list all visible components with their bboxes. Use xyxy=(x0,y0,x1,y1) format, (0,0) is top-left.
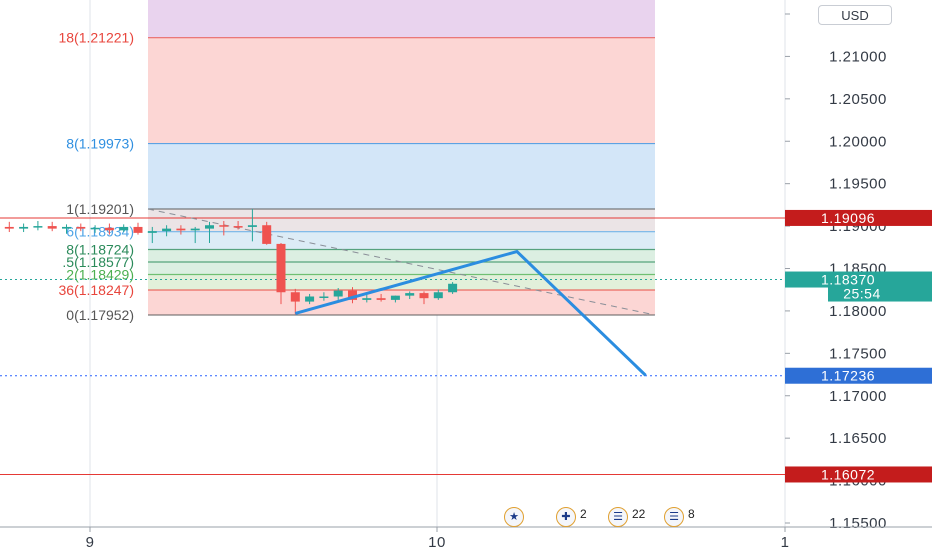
countdown-label: 25:54 xyxy=(843,286,881,302)
price-tick-label: 1.17500 xyxy=(829,345,887,362)
price-tag-label: 1.17236 xyxy=(821,368,875,384)
candle-body xyxy=(147,231,157,233)
price-tick-label: 1.17000 xyxy=(829,388,887,405)
candle-body xyxy=(376,298,386,300)
candle-body xyxy=(176,228,186,231)
economic-events[interactable]: ★ ✚ 2 ☰ 22 ☰ 8 xyxy=(500,505,720,529)
currency-button[interactable]: USD xyxy=(818,5,892,25)
time-tick-label: 9 xyxy=(86,534,95,550)
fib-zone xyxy=(148,231,655,250)
fib-zone xyxy=(148,0,655,38)
event-count: 2 xyxy=(580,507,587,521)
time-tick-label: 1 xyxy=(781,534,790,550)
candle-body xyxy=(448,283,458,293)
candle-body xyxy=(433,292,443,299)
fib-level-label: 0(1.17952) xyxy=(66,307,134,323)
eu-flag-icon[interactable]: ★ xyxy=(504,507,524,527)
candle-body xyxy=(33,226,43,228)
countdown-tag xyxy=(828,285,932,302)
candle-body xyxy=(205,225,214,229)
price-tick-label: 1.15500 xyxy=(829,515,887,532)
candle-body xyxy=(262,225,272,244)
price-tag-label: 1.19096 xyxy=(821,210,875,226)
candles xyxy=(4,209,458,315)
fib-zone xyxy=(148,37,655,144)
candle-body xyxy=(162,228,172,232)
candle-body xyxy=(90,227,100,230)
candle-body xyxy=(276,243,286,293)
fib-zone xyxy=(148,249,655,262)
fib-level-label: 2(1.18429) xyxy=(66,267,134,283)
candle-body xyxy=(319,296,329,298)
fib-zone xyxy=(148,143,655,210)
price-tick-label: 1.16500 xyxy=(829,430,887,447)
event-count: 8 xyxy=(688,507,695,521)
candle-body xyxy=(362,298,372,300)
candle-body xyxy=(233,226,243,228)
candle-body xyxy=(390,295,400,300)
candle-body xyxy=(405,293,415,296)
candle-body xyxy=(219,225,229,227)
candle-body xyxy=(119,226,129,231)
candle-body xyxy=(190,228,200,231)
fib-zones xyxy=(148,0,655,315)
candle-body xyxy=(62,226,71,229)
candle-body xyxy=(305,296,315,302)
price-tag xyxy=(785,209,932,226)
price-tick-label: 1.20500 xyxy=(829,91,887,108)
price-tag xyxy=(785,367,932,384)
dashed-trendline[interactable] xyxy=(147,208,656,316)
gb-flag-icon[interactable]: ✚ xyxy=(556,507,576,527)
price-tag xyxy=(785,271,932,288)
price-tick-label: 1.19500 xyxy=(829,176,887,193)
candle-body xyxy=(247,225,257,227)
fib-level-label: 36(1.18247) xyxy=(58,282,134,298)
candle-body xyxy=(333,290,343,297)
candle-body xyxy=(4,226,14,229)
candle-body xyxy=(419,293,429,299)
price-axis[interactable]: 1.215001.210001.205001.200001.195001.190… xyxy=(785,6,887,532)
price-tick-label: 1.18000 xyxy=(829,303,887,320)
time-axis[interactable]: 9 10 1 xyxy=(0,526,932,550)
us-flag-icon[interactable]: ☰ xyxy=(664,507,684,527)
us-flag-icon[interactable]: ☰ xyxy=(608,507,628,527)
price-tag xyxy=(785,466,932,483)
fib-level-label: 8(1.18724) xyxy=(66,241,134,257)
candle-body xyxy=(19,226,29,229)
event-count: 22 xyxy=(632,507,646,521)
candle-body xyxy=(104,227,114,231)
candle-body xyxy=(47,226,57,229)
projection-path[interactable] xyxy=(294,249,647,377)
candle-body xyxy=(290,292,300,302)
price-tag-label: 1.18370 xyxy=(821,272,875,288)
price-tag-label: 1.16072 xyxy=(821,466,875,482)
fib-level-label: 1(1.19201) xyxy=(66,201,134,217)
fib-level-label: .5(1.18577) xyxy=(62,254,134,270)
candle-body xyxy=(76,226,86,229)
fib-zone xyxy=(148,261,655,275)
time-tick-label: 10 xyxy=(428,534,446,550)
fib-labels: 18(1.21221)8(1.19973)1(1.19201)6(1.18934… xyxy=(58,30,134,323)
candle-body xyxy=(133,226,143,233)
fib-level-label: 8(1.19973) xyxy=(66,136,134,152)
fib-level-label: 18(1.21221) xyxy=(58,30,134,46)
price-tick-label: 1.20000 xyxy=(829,133,887,150)
fib-zone xyxy=(148,209,655,232)
horizontal-lines[interactable] xyxy=(0,217,785,475)
candle-body xyxy=(348,290,357,300)
price-tick-label: 1.21000 xyxy=(829,48,887,65)
